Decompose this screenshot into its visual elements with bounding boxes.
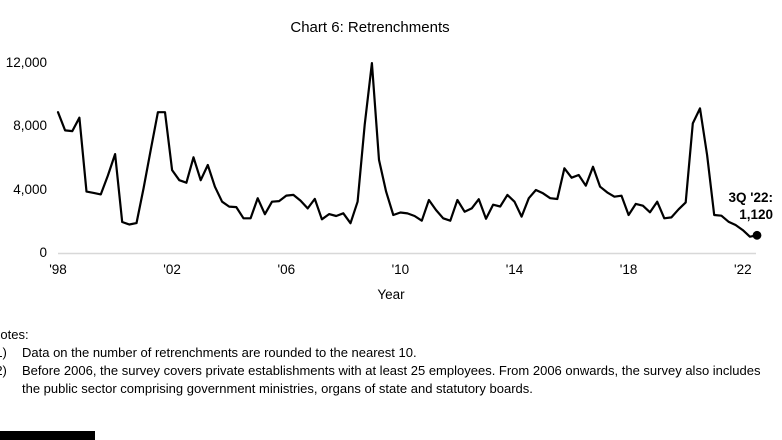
latest-point-annotation: 3Q '22: 1,120 — [729, 189, 773, 223]
chart-notes: Notes: (1) Data on the number of retrenc… — [0, 326, 782, 398]
x-tick-label: '18 — [619, 262, 638, 277]
annotation-label: 3Q '22: — [728, 190, 773, 205]
retrenchments-line-chart — [56, 61, 762, 255]
note-item: (1) Data on the number of retrenchments … — [0, 344, 782, 362]
x-tick-label: '22 — [734, 262, 752, 277]
note-item: (2) Before 2006, the survey covers priva… — [0, 362, 782, 398]
x-tick-label: '02 — [163, 262, 181, 277]
annotation-value: 1,120 — [739, 207, 773, 222]
note-text: Before 2006, the survey covers private e… — [22, 363, 761, 396]
notes-heading: Notes: — [0, 327, 29, 342]
note-marker: (2) — [0, 363, 7, 378]
chart-title: Chart 6: Retrenchments — [290, 19, 450, 36]
latest-point-marker — [752, 230, 762, 240]
x-tick-label: '10 — [391, 262, 410, 277]
y-tick-label: 0 — [39, 245, 47, 260]
x-axis-title: Year — [377, 287, 405, 302]
note-text: Data on the number of retrenchments are … — [22, 345, 417, 360]
x-tick-label: '98 — [49, 262, 67, 277]
y-tick-label: 4,000 — [13, 181, 47, 197]
y-tick-label: 12,000 — [5, 55, 47, 71]
note-marker: (1) — [0, 345, 7, 360]
cropped-footer-bar — [0, 431, 95, 440]
retrenchments-series-line — [56, 61, 759, 238]
x-tick-label: '14 — [505, 262, 524, 277]
x-tick-label: '06 — [277, 262, 296, 277]
y-tick-label: 8,000 — [13, 118, 47, 134]
